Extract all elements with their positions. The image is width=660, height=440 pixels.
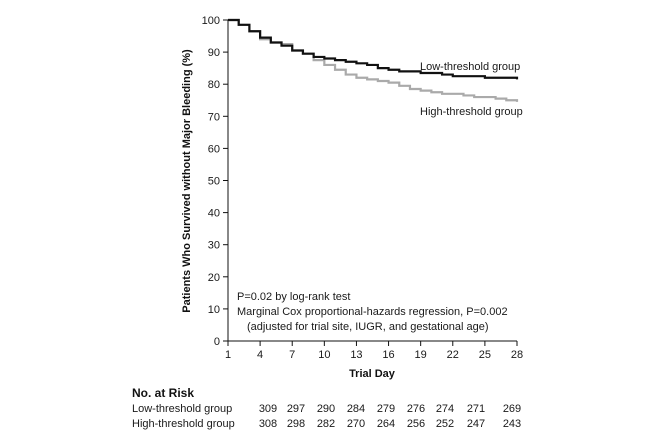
plot-area: 0 10 20 30 40 50 60 70 80 90 100 1 4 7 10 13 16 19 22 25 28	[202, 15, 523, 361]
risk-value: 243	[503, 418, 521, 430]
risk-value: 297	[287, 403, 305, 415]
y-tick-label: 100	[202, 15, 220, 27]
x-tick-label: 13	[350, 349, 362, 361]
y-tick-label: 80	[208, 79, 220, 91]
risk-value: 269	[503, 403, 521, 415]
x-tick-label: 4	[257, 349, 263, 361]
risk-value: 284	[347, 403, 365, 415]
risk-row-label-high: High-threshold group	[132, 418, 235, 430]
risk-table: No. at Risk Low-threshold group High-thr…	[132, 386, 521, 430]
x-tick-label: 1	[225, 349, 231, 361]
y-axis-ticks: 0 10 20 30 40 50 60 70 80 90 100	[202, 15, 228, 348]
annotation-cox: Marginal Cox proportional-hazards regres…	[237, 306, 508, 318]
y-tick-label: 0	[214, 336, 220, 348]
series-label-low-threshold: Low-threshold group	[420, 61, 520, 73]
risk-row-label-low: Low-threshold group	[132, 403, 232, 415]
y-tick-label: 60	[208, 143, 220, 155]
risk-table-title: No. at Risk	[132, 386, 194, 400]
risk-value: 308	[259, 418, 277, 430]
x-tick-label: 19	[415, 349, 427, 361]
y-tick-label: 30	[208, 240, 220, 252]
statistics-annotation: P=0.02 by log-rank test Marginal Cox pro…	[237, 291, 508, 333]
risk-value: 282	[317, 418, 335, 430]
x-axis-title: Trial Day	[349, 368, 396, 380]
risk-value: 247	[467, 418, 485, 430]
y-tick-label: 20	[208, 272, 220, 284]
series-label-high-threshold: High-threshold group	[420, 106, 523, 118]
risk-value: 256	[407, 418, 425, 430]
y-tick-label: 10	[208, 304, 220, 316]
y-tick-label: 90	[208, 47, 220, 59]
y-tick-label: 40	[208, 208, 220, 220]
risk-value: 271	[467, 403, 485, 415]
y-tick-label: 50	[208, 176, 220, 188]
x-axis-ticks: 1 4 7 10 13 16 19 22 25 28	[225, 341, 523, 361]
annotation-adjusted: (adjusted for trial site, IUGR, and gest…	[247, 321, 489, 333]
x-tick-label: 10	[318, 349, 330, 361]
y-axis-title: Patients Who Survived without Major Blee…	[181, 49, 193, 313]
x-tick-label: 7	[289, 349, 295, 361]
risk-value: 290	[317, 403, 335, 415]
risk-value: 270	[347, 418, 365, 430]
risk-value: 252	[436, 418, 454, 430]
series-lines	[228, 18, 519, 102]
risk-value: 309	[259, 403, 277, 415]
risk-value: 298	[287, 418, 305, 430]
risk-values: 309 297 290 284 279 276 274 271 269 308 298 282 270 2…	[259, 403, 521, 430]
y-tick-label: 70	[208, 111, 220, 123]
risk-value: 264	[377, 418, 395, 430]
x-tick-label: 22	[447, 349, 459, 361]
x-tick-label: 28	[511, 349, 523, 361]
annotation-logrank: P=0.02 by log-rank test	[237, 291, 350, 303]
x-tick-label: 25	[479, 349, 491, 361]
x-tick-label: 16	[382, 349, 394, 361]
risk-value: 279	[377, 403, 395, 415]
series-line-low-threshold	[228, 18, 519, 80]
risk-value: 274	[436, 403, 454, 415]
risk-value: 276	[407, 403, 425, 415]
